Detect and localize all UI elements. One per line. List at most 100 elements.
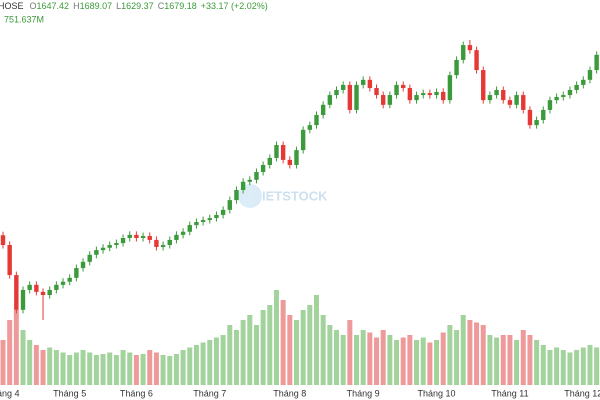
candle-body [360, 79, 366, 85]
volume-bar [73, 352, 79, 385]
candle-body [94, 250, 99, 255]
candle-body [287, 159, 293, 165]
candle-body [320, 104, 326, 115]
volume-bar [427, 342, 433, 385]
volume-bar [240, 320, 246, 385]
candle-body [547, 100, 553, 110]
candle-body [54, 284, 59, 290]
volume-bar [540, 345, 546, 385]
candle-body [394, 84, 399, 96]
volume-bar [173, 354, 179, 385]
volume-bar [474, 322, 480, 385]
candle-body [267, 157, 272, 165]
volume-bar [53, 350, 59, 385]
volume-bar [380, 330, 386, 385]
candle-body [387, 95, 393, 105]
candle-body [481, 70, 486, 101]
candle-body [401, 84, 406, 89]
header-field-label: C [158, 1, 165, 11]
volume-bar [260, 310, 266, 385]
volume-bar [467, 320, 473, 385]
candle-body [134, 234, 139, 238]
candle-body [300, 129, 306, 151]
volume-bar [87, 352, 93, 385]
candle-body [107, 245, 112, 248]
x-tick-label: Tháng 4 [0, 388, 20, 398]
header-change: +33.17 (+2.02%) [201, 1, 268, 11]
volume-bar [407, 335, 413, 385]
volume-bar [514, 340, 520, 385]
header-field-label: O [30, 1, 37, 11]
candle-body [594, 54, 599, 71]
candle-body [167, 239, 172, 246]
volume-bar [327, 325, 333, 385]
volume-bar [33, 345, 39, 385]
candle-body [487, 95, 493, 101]
volume-bar [587, 345, 593, 385]
candle-body [174, 234, 179, 240]
header: HOSE O1647.42 H1689.07 L1629.37 C1679.18 +33.… [0, 1, 268, 11]
candle-body [467, 45, 473, 51]
candle-body [574, 84, 579, 90]
candle-body [587, 70, 593, 80]
volume-bar [47, 347, 53, 385]
x-tick-label: Tháng 12 [564, 388, 600, 398]
volume-bar [287, 315, 293, 385]
candle-body [114, 243, 119, 246]
candle-body [20, 289, 26, 310]
candle-body [421, 93, 426, 96]
candle-body [7, 245, 12, 276]
volume-bar [0, 340, 6, 385]
volume-bar [554, 347, 560, 385]
volume-bar [220, 335, 226, 385]
volume-bar [300, 310, 306, 385]
candle-body [214, 214, 219, 219]
candle-body [207, 218, 212, 221]
volume-bar [360, 330, 366, 385]
candle-body [494, 89, 499, 96]
volume-bar [580, 347, 586, 385]
volume-bar [93, 355, 99, 385]
candle-body [200, 220, 206, 222]
candle-body [334, 89, 339, 96]
volume-bar [140, 354, 146, 385]
volume-bar [414, 340, 420, 385]
candle-body [414, 95, 419, 101]
volume-bar [594, 347, 600, 385]
watermark-text: IETSTOCK [262, 188, 328, 203]
candle-body [461, 45, 466, 60]
volume-bar [334, 330, 339, 385]
volume-bar [460, 315, 466, 385]
volume-bar [480, 325, 486, 385]
candle-body [87, 254, 92, 262]
candle-body [120, 237, 126, 244]
volume-bar [27, 340, 33, 385]
candle-body [67, 277, 72, 282]
candle-body [527, 109, 533, 126]
volume-bar [520, 330, 526, 385]
volume-bar [507, 335, 513, 385]
candle-body [14, 275, 19, 310]
volume-bar [447, 325, 453, 385]
volume-bar [454, 330, 460, 385]
candle-body [541, 109, 546, 121]
candle-body [160, 245, 166, 247]
header-field-label: H [73, 1, 80, 11]
candle-body [100, 247, 106, 251]
volume-bar [160, 355, 166, 385]
candle-body [194, 221, 199, 226]
volume-bar [307, 305, 313, 385]
volume-bar [347, 320, 353, 385]
x-tick-label: Tháng 5 [53, 388, 86, 398]
volume-bar [253, 325, 259, 385]
x-tick-label: Tháng 6 [120, 388, 153, 398]
candle-body [187, 225, 192, 232]
candle-body [507, 100, 513, 105]
candle-body [280, 145, 286, 160]
candle-body [501, 89, 506, 101]
candle-body [374, 88, 379, 96]
volume-bar [227, 325, 233, 385]
volume-bar [247, 315, 253, 385]
candle-body [314, 114, 319, 126]
